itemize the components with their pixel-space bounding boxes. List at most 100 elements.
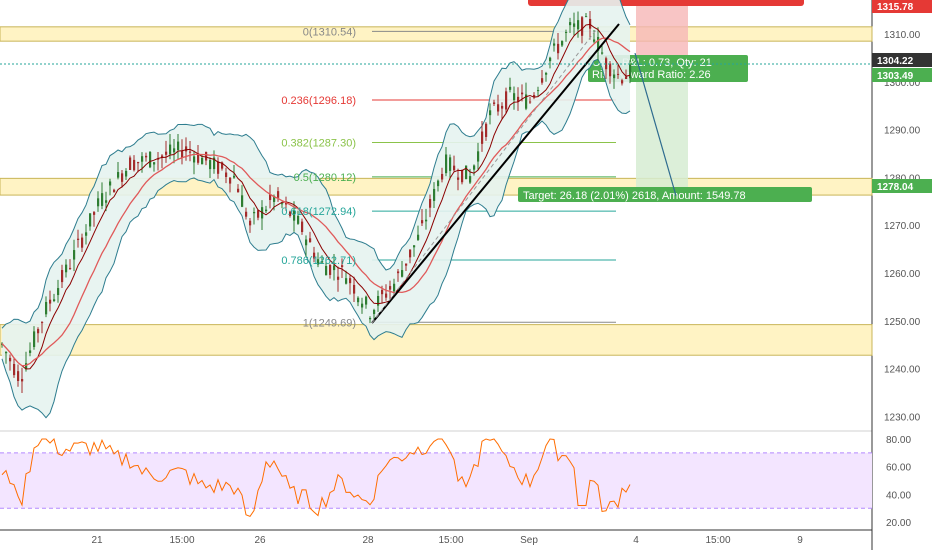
candle-body [121,173,124,182]
candle-body [489,110,492,116]
fib-level-label: 0.786(1262.71) [281,255,356,267]
projection-line [634,52,677,196]
time-tick-label: 9 [797,535,803,546]
candle-body [113,189,116,193]
price-tick-label: 1260.00 [884,269,921,280]
candle-body [437,180,440,187]
candle-body [473,165,476,170]
candle-body [429,199,432,208]
candle-body [629,64,632,79]
take-profit-area[interactable] [636,74,688,200]
candle-body [105,200,108,203]
candle-body [97,198,100,207]
candle-body [277,191,280,198]
candle-body [621,80,624,84]
candle-body [117,172,120,178]
candle-body [217,161,220,174]
candle-body [241,195,244,207]
price-tick-label: 1300.00 [884,78,921,89]
bollinger-bands [1,0,631,419]
candle-body [577,20,580,30]
candle-body [569,22,572,26]
candle-body [109,181,112,186]
bollinger-upper [1,0,631,329]
rsi-axis[interactable]: 80.00 60.00 40.00 20.00 [886,435,911,529]
candle-body [73,250,76,260]
candle-body [513,93,516,101]
candle-body [165,151,168,155]
candle-body [153,162,156,165]
candle-body [401,270,404,277]
candle-body [313,252,316,259]
candle-body [281,203,284,205]
candle-body [189,151,192,153]
rsi-tick-label: 40.00 [886,490,911,501]
candle-body [245,211,248,217]
candle-body [33,331,36,347]
fib-level-label: 0.236(1296.18) [281,95,356,107]
price-tick-label: 1270.00 [884,221,921,232]
candle-body [273,196,276,202]
candle-body [157,158,160,160]
candle-body [369,318,372,320]
price-axis[interactable]: 1310.00 1300.00 1290.00 1280.00 1270.00 1260.… [884,30,921,423]
candle-body [361,303,364,308]
candle-body [341,265,344,268]
candle-body [581,17,584,36]
candle-body [553,43,556,46]
candle-body [129,157,132,171]
candle-body [237,188,240,193]
candle-body [533,94,536,98]
candle-body [229,177,232,184]
fib-level-label: 1(1249.69) [303,317,356,329]
candle-body [205,151,208,161]
candle-body [461,169,464,183]
candle-body [613,74,616,79]
candle-body [417,234,420,240]
candle-body [29,350,32,353]
candle-body [289,211,292,216]
candle-body [137,161,140,164]
candle-body [505,91,508,110]
candle-body [269,194,272,200]
rsi-band-fill [0,452,872,509]
candle-body [405,263,408,266]
time-tick-label: Sep [520,535,538,546]
target-info-box [518,187,812,202]
fib-level-label: 0(1310.54) [303,26,356,38]
price-tick-label: 1290.00 [884,126,921,137]
candle-body [225,172,228,178]
candle-body [337,276,340,280]
candle-body [9,357,12,362]
fibonacci-labels: 0(1310.54) 0.236(1296.18) 0.382(1287.30) 0.… [281,26,356,329]
candle-body [493,102,496,104]
candle-body [409,249,412,258]
candle-body [413,245,416,248]
candle-body [293,210,296,221]
candle-body [605,58,608,70]
time-axis[interactable]: 21 15:00 26 28 15:00 Sep 4 15:00 9 [91,535,803,546]
price-zone [0,26,873,42]
candle-body [89,213,92,227]
last-price-badge-box [872,68,932,82]
fib-level-label: 0.382(1287.30) [281,138,356,150]
time-tick-label: 26 [254,535,266,546]
candle-body [13,363,16,376]
target-price-badge-label: 1278.04 [877,182,914,193]
trend-line-icon[interactable] [371,23,620,324]
candle-body [349,278,352,284]
candle-body [45,301,48,315]
candle-body [77,238,80,240]
candle-body [593,39,596,42]
candle-body [465,165,468,180]
candle-body [181,150,184,158]
time-tick-label: 15:00 [169,535,194,546]
candle-body [41,322,44,324]
candle-body [509,86,512,90]
candle-body [609,63,612,77]
candle-body [21,378,24,382]
candle-body [197,153,200,163]
candle-body [53,299,56,301]
candle-body [149,151,152,168]
